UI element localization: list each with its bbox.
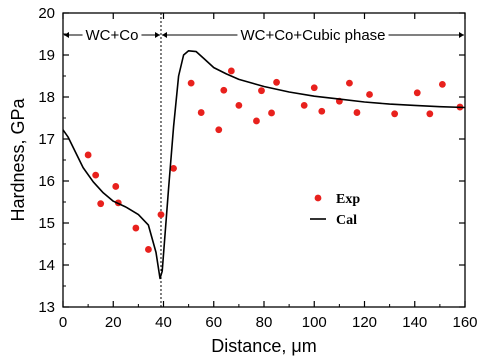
x-tick-label: 0 (59, 314, 67, 331)
data-point-exp (413, 89, 421, 97)
data-point-exp (253, 117, 260, 125)
data-point-exp (353, 109, 361, 116)
region-arrowhead-right-0 (154, 32, 160, 38)
region-label-0: WC+Co (86, 27, 139, 44)
series-line-cal (62, 50, 466, 280)
data-point-exp (273, 78, 280, 86)
y-tick-label: 14 (38, 257, 55, 274)
region-arrowhead-left-1 (161, 32, 167, 38)
y-tick-label: 17 (38, 131, 55, 148)
data-point-exp (235, 102, 243, 109)
y-tick-label: 18 (38, 89, 55, 106)
x-tick-label: 60 (205, 314, 222, 331)
data-point-exp (132, 224, 140, 232)
x-tick-label: 140 (402, 314, 427, 331)
region-arrowhead-left-0 (64, 32, 69, 38)
data-point-exp (346, 79, 353, 87)
data-point-exp (258, 87, 265, 95)
data-point-exp (92, 171, 100, 179)
x-tick-label: 80 (256, 314, 273, 331)
x-tick-label: 120 (352, 314, 377, 331)
region-arrowhead-right-1 (459, 32, 464, 38)
data-point-exp (187, 79, 195, 87)
data-point-exp (157, 211, 165, 219)
data-point-exp (220, 86, 228, 94)
region-label-1: WC+Co+Cubic phase (240, 27, 385, 44)
plot-layer: 0 20 40 60 80 100 120 140 160 13 14 15 16 17 18 19 20 Dis… (8, 5, 478, 356)
legend-label-cal: Cal (336, 213, 357, 228)
data-point-exp (170, 165, 177, 172)
y-tick-label: 15 (38, 215, 55, 232)
data-point-exp (391, 110, 399, 118)
x-axis-title: Distance, μm (211, 336, 316, 356)
data-point-exp (215, 126, 223, 134)
data-point-exp (227, 67, 235, 75)
data-point-exp (97, 200, 105, 208)
x-tick-label: 160 (452, 314, 477, 331)
data-point-exp (145, 246, 152, 253)
data-point-exp (84, 151, 92, 159)
legend-label-exp: Exp (336, 192, 360, 207)
y-axis-title: Hardness, GPa (8, 97, 28, 221)
data-point-exp (268, 109, 275, 117)
data-point-exp (366, 91, 373, 98)
plot-frame (62, 12, 466, 308)
y-tick-label: 19 (38, 47, 55, 64)
legend-marker-exp (314, 194, 322, 202)
x-tick-label: 20 (105, 314, 122, 331)
data-point-exp (300, 102, 308, 109)
data-point-exp (197, 109, 205, 116)
y-tick-label: 16 (38, 173, 55, 190)
x-tick-label: 40 (155, 314, 172, 331)
data-point-exp (438, 81, 446, 88)
x-tick-label: 100 (302, 314, 327, 331)
y-tick-label: 20 (38, 5, 55, 22)
y-tick-label: 13 (38, 299, 55, 316)
data-point-exp (112, 183, 120, 190)
data-point-exp (318, 107, 326, 115)
data-point-exp (310, 84, 318, 92)
data-point-exp (426, 110, 434, 118)
